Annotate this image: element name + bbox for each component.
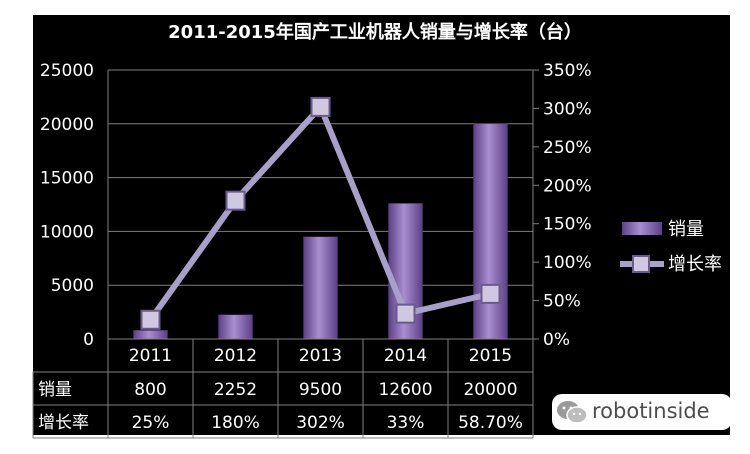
right-tick-label: 250%	[543, 138, 592, 158]
right-tick-label: 100%	[543, 253, 592, 273]
table-cell: 302%	[296, 413, 345, 433]
right-tick-label: 0%	[543, 330, 570, 350]
right-tick-label: 200%	[543, 176, 592, 196]
category-label: 2014	[384, 346, 427, 366]
table-cell: 180%	[211, 413, 260, 433]
growth-line	[140, 96, 501, 330]
left-axis-ticks: 0 5000 10000 15000 20000 25000	[40, 61, 94, 350]
left-tick-label: 0	[83, 330, 94, 350]
right-axis-ticks: 0% 50% 100% 150% 200% 250% 300% 350%	[533, 61, 592, 350]
table-cell: 33%	[387, 413, 425, 433]
left-tick-label: 20000	[40, 115, 94, 135]
table-cell: 58.70%	[458, 413, 523, 433]
left-tick-label: 10000	[40, 222, 94, 242]
line-marker	[395, 303, 416, 324]
legend-bar-label: 销量	[668, 219, 704, 240]
right-tick-label: 50%	[543, 292, 581, 312]
bar	[218, 314, 253, 340]
right-tick-label: 350%	[543, 61, 592, 81]
category-label: 2013	[299, 346, 342, 366]
line-marker	[225, 190, 246, 211]
data-table: 2011 2012 2013 2014 2015 销量 800 2252 9500 12600 20…	[32, 338, 534, 439]
chart-title: 2011-2015年国产工业机器人销量与增长率（台）	[168, 21, 582, 43]
chart-background	[33, 15, 730, 435]
table-row-label: 增长率	[38, 413, 89, 433]
line-marker	[310, 96, 331, 117]
bar	[473, 123, 508, 340]
watermark-text: robotinside	[592, 399, 710, 423]
category-label: 2012	[214, 346, 257, 366]
chat-icon	[556, 399, 588, 425]
right-tick-label: 150%	[543, 215, 592, 235]
table-cell: 25%	[132, 413, 170, 433]
bar	[133, 330, 168, 340]
line-marker	[140, 309, 161, 330]
category-label: 2015	[469, 346, 512, 366]
table-cell: 12600	[378, 380, 432, 400]
line-marker	[480, 283, 501, 304]
legend-line-marker	[632, 255, 650, 273]
right-tick-label: 300%	[543, 99, 592, 119]
table-cell: 20000	[463, 380, 517, 400]
left-tick-label: 5000	[51, 276, 94, 296]
table-row-label: 销量	[38, 380, 72, 400]
left-tick-label: 15000	[40, 169, 94, 189]
legend-bar-swatch	[622, 222, 662, 235]
bar	[303, 236, 338, 340]
watermark: robotinside	[552, 394, 732, 430]
table-cell: 9500	[299, 380, 342, 400]
left-tick-label: 25000	[40, 61, 94, 81]
category-label: 2011	[129, 346, 172, 366]
table-cell: 800	[134, 380, 166, 400]
table-cell: 2252	[214, 380, 257, 400]
legend-line-label: 增长率	[668, 254, 722, 275]
